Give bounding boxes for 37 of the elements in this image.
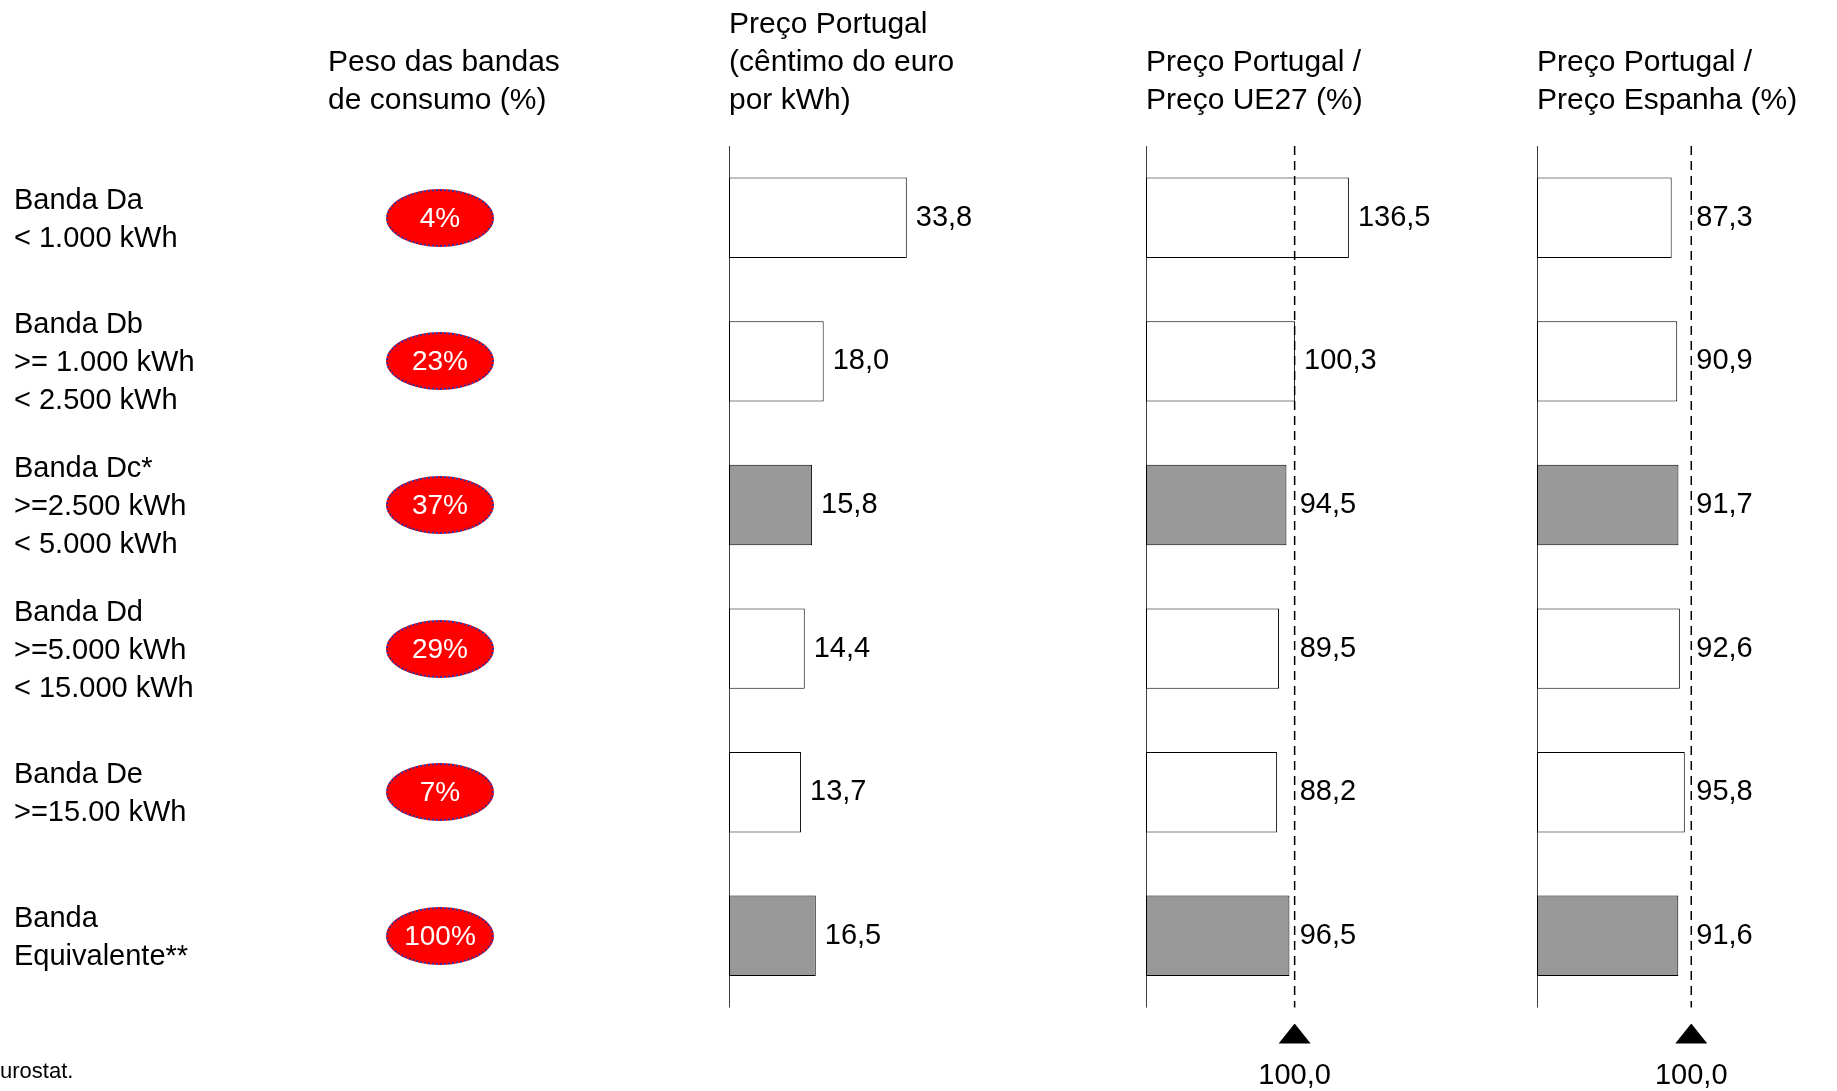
category-label: Banda Db >= 1.000 kWh < 2.500 kWh: [14, 306, 195, 418]
data-label: 16,5: [824, 917, 882, 950]
data-label: 91,6: [1696, 917, 1753, 950]
data-label: 136,5: [1357, 199, 1431, 232]
data-label: 92,6: [1696, 630, 1753, 663]
category-label: Banda Da < 1.000 kWh: [14, 181, 178, 255]
ref-line-label: 100,0: [1258, 1057, 1331, 1090]
data-label: 89,5: [1299, 630, 1357, 663]
data-label: 18,0: [832, 343, 890, 376]
category-label: Banda De >=15.00 kWh: [14, 756, 187, 830]
data-label: 87,3: [1696, 199, 1753, 232]
oval-badge: 37%: [386, 476, 494, 534]
oval-badge: 23%: [386, 332, 494, 391]
category-label: Banda Dd >=5.000 kWh < 15.000 kWh: [14, 593, 194, 705]
data-label: 88,2: [1299, 774, 1357, 807]
oval-badge: 7%: [386, 763, 494, 822]
data-label: 96,5: [1299, 917, 1357, 950]
chart-title: Preço Portugal / Preço Espanha (%): [1537, 43, 1798, 117]
data-label: 15,8: [821, 487, 878, 519]
chart-title: Preço Portugal (cêntimo do euro por kWh): [729, 5, 955, 117]
oval-badge: 4%: [386, 188, 494, 247]
data-label: 95,8: [1696, 774, 1753, 807]
category-label: Banda Equivalente**: [14, 899, 189, 973]
oval-badge: 29%: [386, 619, 494, 678]
chart-title: Preço Portugal / Preço UE27 (%): [1146, 43, 1363, 117]
text: urostat.: [0, 1058, 74, 1084]
text: Peso das bandas de consumo (%): [328, 43, 560, 117]
data-label: 91,7: [1696, 487, 1753, 519]
ref-line-label: 100,0: [1654, 1057, 1728, 1090]
data-label: 14,4: [813, 630, 871, 663]
category-label: Banda Dc* >=2.500 kWh < 5.000 kWh: [14, 450, 187, 561]
data-label: 94,5: [1299, 487, 1357, 519]
data-label: 33,8: [915, 199, 973, 232]
data-label: 100,3: [1304, 343, 1377, 376]
data-label: 13,7: [810, 774, 867, 807]
data-label: 90,9: [1696, 343, 1753, 376]
oval-badge: 100%: [386, 906, 494, 965]
